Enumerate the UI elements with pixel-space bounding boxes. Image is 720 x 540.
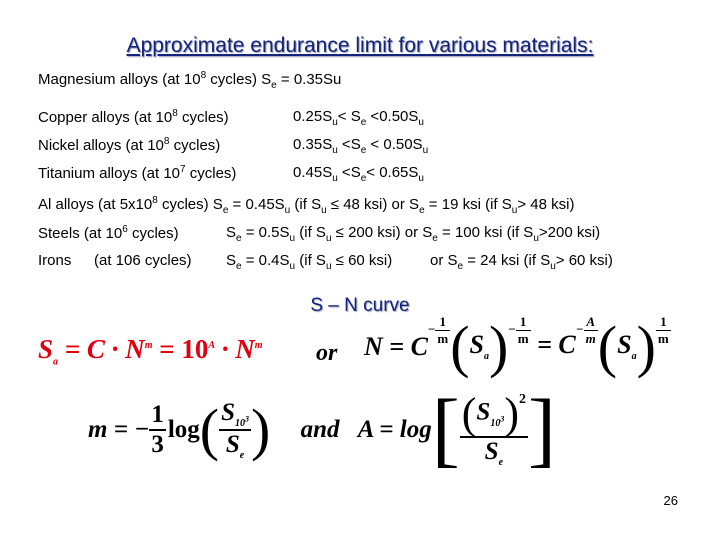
- sn-equation: Sa = C · Nm = 10A · Nm: [38, 334, 263, 368]
- m-and-a-equation: m = −1 3 log(S103 Se) and A = log[(S103)2 Se…: [88, 383, 556, 476]
- list-item: Copper alloys (at 108 cycles) 0.25Su< Se…: [38, 108, 424, 128]
- slide-title: Approximate endurance limit for various …: [126, 34, 594, 57]
- sn-curve-heading: S – N curve: [310, 295, 410, 316]
- list-item: Titanium alloys (at 107 cycles) 0.45Su <…: [38, 164, 424, 184]
- list-item: Steels (at 106 cycles) Se = 0.5Su (if Su…: [38, 224, 601, 244]
- list-item: Nickel alloys (at 108 cycles) 0.35Su <Se…: [38, 136, 429, 156]
- page-number: 26: [663, 493, 678, 508]
- or-label: or: [316, 340, 338, 366]
- list-item: Irons (at 106 cycles) Se = 0.4Su (if Su …: [38, 252, 613, 272]
- list-item: Al alloys (at 5x108 cycles) Se = 0.45Su …: [38, 195, 575, 216]
- list-item: Magnesium alloys (at 108 cycles) Se = 0.…: [38, 70, 342, 91]
